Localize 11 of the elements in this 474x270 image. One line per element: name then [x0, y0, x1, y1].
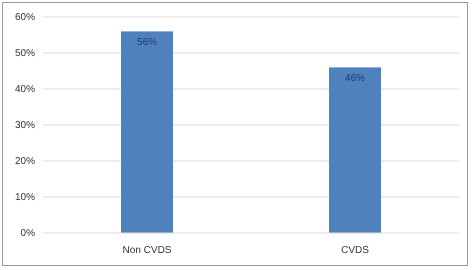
- y-tick-label: 10%: [15, 192, 36, 203]
- x-tick-label: CVDS: [341, 244, 370, 256]
- data-label: 56%: [137, 37, 158, 48]
- y-tick-label: 20%: [15, 156, 36, 167]
- y-tick-label: 60%: [15, 12, 36, 23]
- y-tick-label: 50%: [15, 48, 36, 59]
- y-tick-label: 40%: [15, 84, 36, 95]
- y-tick-label: 30%: [15, 120, 36, 131]
- y-tick-label: 0%: [20, 228, 36, 239]
- x-tick-label: Non CVDS: [122, 244, 172, 256]
- data-label: 46%: [344, 73, 366, 84]
